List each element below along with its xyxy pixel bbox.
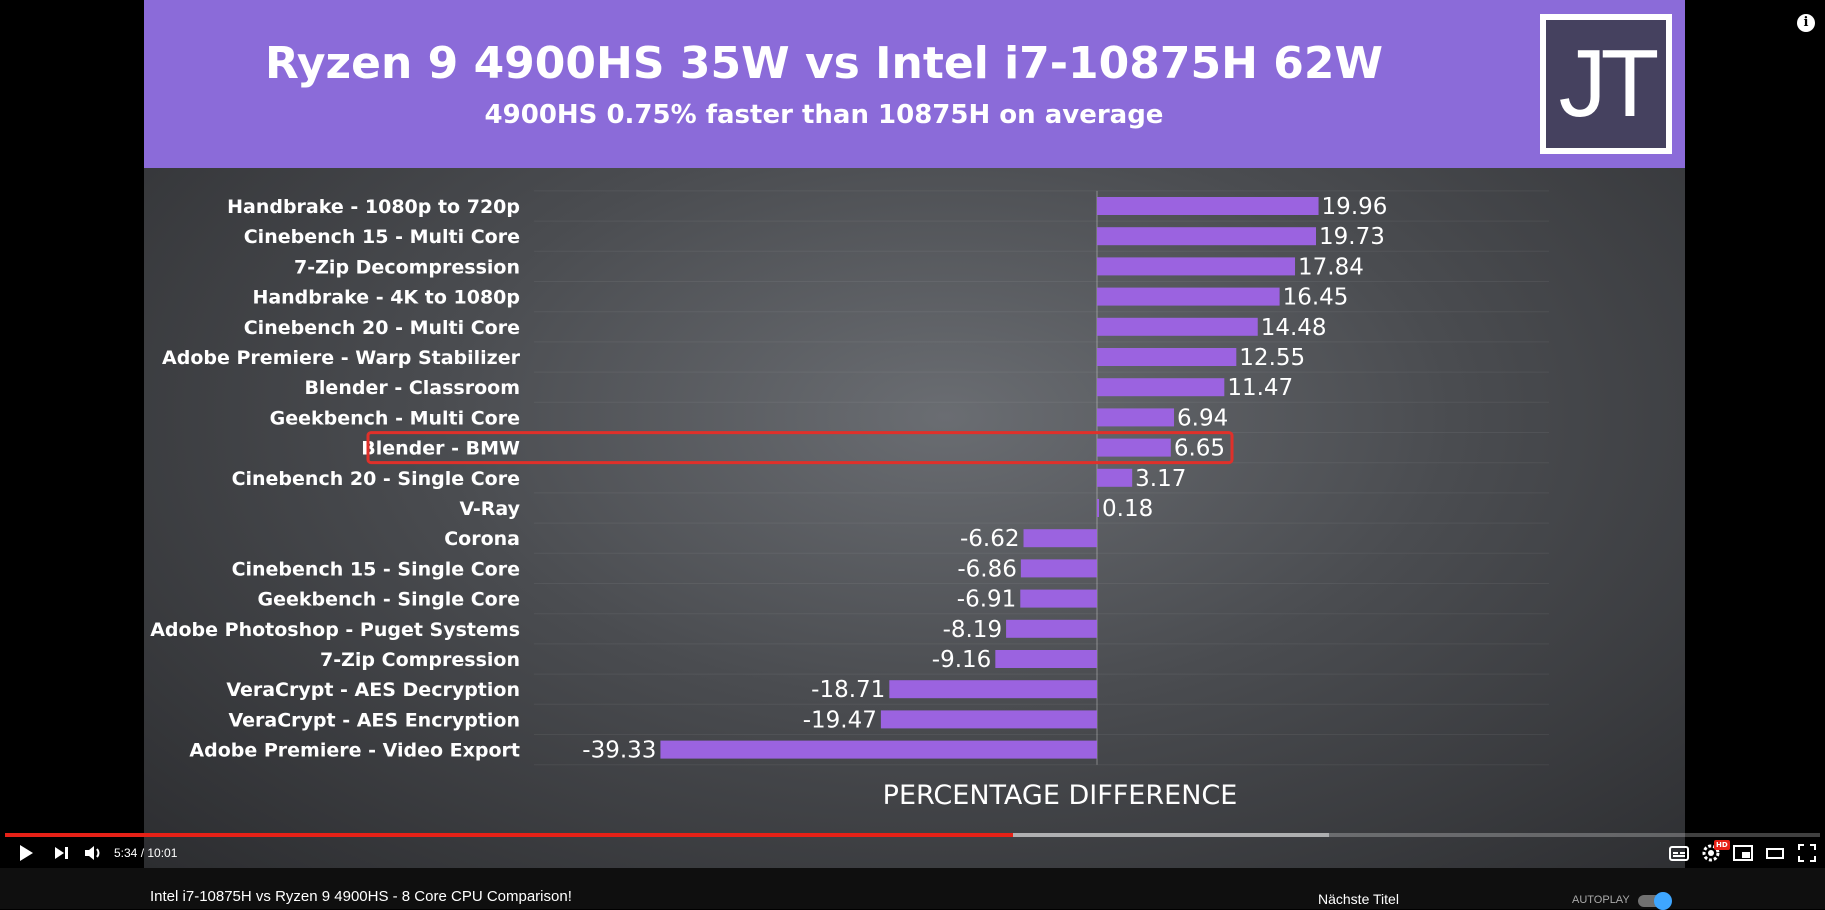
- category-label: Adobe Premiere - Warp Stabilizer: [162, 347, 521, 369]
- value-label: 3.17: [1135, 466, 1186, 492]
- bar: [1006, 619, 1097, 638]
- video-player[interactable]: Ryzen 9 4900HS 35W vs Intel i7-10875H 62…: [0, 0, 1825, 868]
- autoplay-knob[interactable]: [1654, 892, 1672, 910]
- value-label: 11.47: [1227, 375, 1293, 401]
- category-label: Cinebench 15 - Single Core: [232, 558, 520, 580]
- bar: [1097, 438, 1171, 457]
- value-label: -8.19: [943, 617, 1003, 643]
- settings-icon[interactable]: [1700, 842, 1724, 864]
- play-icon[interactable]: [16, 842, 36, 864]
- progress-bar[interactable]: [5, 833, 1820, 837]
- value-label: 16.45: [1283, 285, 1349, 311]
- bar-chart: Handbrake - 1080p to 720p 19.96 Cinebench …: [150, 190, 1549, 811]
- bar: [1097, 468, 1133, 487]
- bar: [1097, 408, 1175, 427]
- value-label: 6.94: [1177, 405, 1228, 431]
- value-label: -6.86: [957, 556, 1017, 582]
- x-axis-label: PERCENTAGE DIFFERENCE: [883, 780, 1238, 811]
- category-label: Cinebench 15 - Multi Core: [244, 226, 520, 248]
- value-label: 19.96: [1322, 194, 1388, 220]
- slide-banner: Ryzen 9 4900HS 35W vs Intel i7-10875H 62…: [144, 0, 1685, 168]
- subtitles-icon[interactable]: [1668, 842, 1690, 864]
- category-label: V-Ray: [460, 498, 521, 520]
- category-label: Adobe Premiere - Video Export: [189, 740, 520, 762]
- bar: [1097, 317, 1258, 336]
- bar: [1097, 499, 1099, 517]
- autoplay-toggle[interactable]: [1638, 892, 1672, 910]
- category-label: 7-Zip Decompression: [294, 256, 520, 278]
- value-label: -18.71: [811, 677, 885, 703]
- miniplayer-icon[interactable]: [1732, 842, 1754, 864]
- category-label: Cinebench 20 - Single Core: [232, 468, 520, 490]
- category-label: Handbrake - 1080p to 720p: [227, 196, 520, 218]
- value-label: 14.48: [1261, 315, 1327, 341]
- bar: [1097, 378, 1225, 397]
- bar: [1097, 197, 1319, 215]
- value-label: -6.62: [960, 526, 1020, 552]
- category-label: 7-Zip Compression: [320, 649, 520, 671]
- bar: [660, 740, 1097, 759]
- player-controls: 5:34 / 10:01 HD: [0, 838, 1825, 868]
- bar: [1020, 589, 1097, 608]
- highlight-box: [366, 431, 1234, 465]
- bar: [1097, 227, 1317, 246]
- value-label: -9.16: [932, 647, 992, 673]
- category-label: Geekbench - Multi Core: [270, 407, 520, 429]
- category-label: Blender - Classroom: [304, 377, 520, 399]
- bar: [1020, 559, 1097, 578]
- video-title: Intel i7-10875H vs Ryzen 9 4900HS - 8 Co…: [150, 888, 572, 905]
- category-label: Handbrake - 4K to 1080p: [252, 287, 520, 309]
- progress-played: [5, 833, 1014, 837]
- fullscreen-icon[interactable]: [1796, 842, 1818, 864]
- slide-title: Ryzen 9 4900HS 35W vs Intel i7-10875H 62…: [264, 38, 1384, 89]
- volume-icon[interactable]: [82, 842, 104, 864]
- bar: [889, 680, 1097, 699]
- slide-subtitle: 4900HS 0.75% faster than 10875H on avera…: [484, 100, 1164, 130]
- category-label: VeraCrypt - AES Encryption: [228, 709, 520, 731]
- value-label: -19.47: [803, 707, 877, 733]
- bar: [995, 650, 1097, 668]
- category-label: VeraCrypt - AES Decryption: [226, 679, 520, 701]
- bar: [1023, 529, 1097, 548]
- below-player: Intel i7-10875H vs Ryzen 9 4900HS - 8 Co…: [0, 868, 1825, 910]
- autoplay-label: AUTOPLAY: [1572, 894, 1630, 906]
- next-icon[interactable]: [52, 842, 72, 864]
- theater-icon[interactable]: [1764, 842, 1786, 864]
- value-label: -6.91: [957, 587, 1017, 613]
- time-display: 5:34 / 10:01: [114, 846, 178, 860]
- category-label: Cinebench 20 - Multi Core: [244, 317, 520, 339]
- channel-logo: JT: [1540, 14, 1672, 154]
- bar: [1097, 287, 1280, 306]
- info-icon[interactable]: i: [1797, 14, 1815, 32]
- bar: [1097, 257, 1296, 276]
- value-label: 12.55: [1239, 345, 1305, 371]
- up-next-label: Nächste Titel: [1318, 891, 1399, 907]
- hd-badge: HD: [1714, 840, 1730, 850]
- bar: [880, 710, 1097, 729]
- category-label: Geekbench - Single Core: [257, 589, 520, 611]
- value-label: 0.18: [1102, 496, 1153, 522]
- category-label: Corona: [444, 528, 520, 550]
- value-label: 19.73: [1319, 224, 1385, 250]
- slide: Ryzen 9 4900HS 35W vs Intel i7-10875H 62…: [144, 0, 1685, 868]
- value-label: 6.65: [1174, 436, 1225, 462]
- category-label: Adobe Photoshop - Puget Systems: [150, 619, 520, 641]
- value-label: 17.84: [1298, 254, 1364, 280]
- value-label: -39.33: [582, 738, 656, 764]
- bar: [1097, 348, 1237, 366]
- category-label: Blender - BMW: [361, 438, 520, 460]
